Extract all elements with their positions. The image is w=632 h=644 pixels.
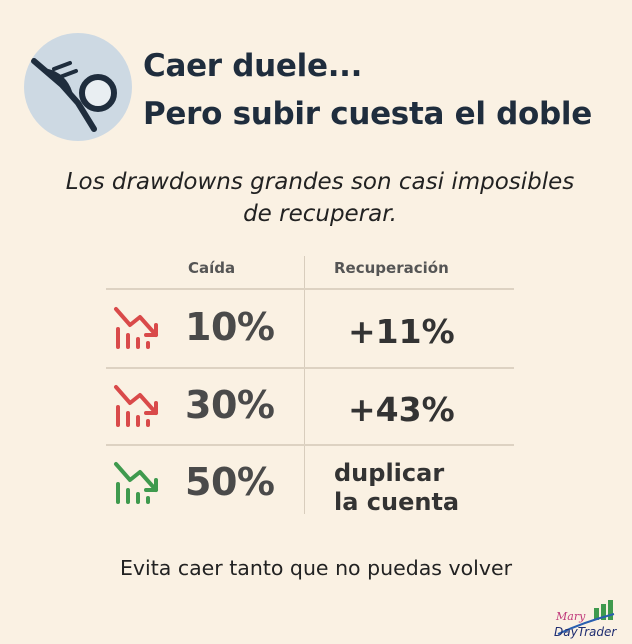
table-divider — [304, 256, 305, 514]
recovery-value: +43% — [348, 390, 455, 429]
chart-down-icon — [114, 307, 158, 349]
recovery-text-line-1: duplicar — [334, 459, 445, 487]
drop-value: 30% — [185, 383, 275, 427]
drop-value: 50% — [185, 460, 275, 504]
drop-value: 10% — [185, 305, 275, 349]
recovery-text-line-2: la cuenta — [334, 488, 460, 516]
title-line-1: Caer duele... — [143, 48, 363, 84]
brand-text-1: Mary — [555, 610, 586, 623]
title-line-2: Pero subir cuesta el doble — [143, 96, 592, 132]
brand-logo: Mary DayTrader — [554, 600, 617, 639]
footer-tagline: Evita caer tanto que no puedas volver — [119, 556, 513, 580]
chart-down-icon — [114, 385, 158, 427]
column-header-recovery: Recuperación — [334, 259, 449, 277]
row-separator — [106, 367, 514, 369]
column-header-drop: Caída — [188, 259, 236, 277]
recovery-value: +11% — [348, 312, 455, 351]
row-separator — [106, 288, 514, 290]
brand-text-2: DayTrader — [554, 625, 617, 639]
recovery-text: duplicar la cuenta — [334, 459, 459, 517]
row-separator — [106, 444, 514, 446]
chart-down-icon — [114, 462, 158, 504]
subtitle: Los drawdowns grandes son casi imposible… — [65, 169, 575, 227]
falling-figure-icon — [24, 33, 132, 141]
